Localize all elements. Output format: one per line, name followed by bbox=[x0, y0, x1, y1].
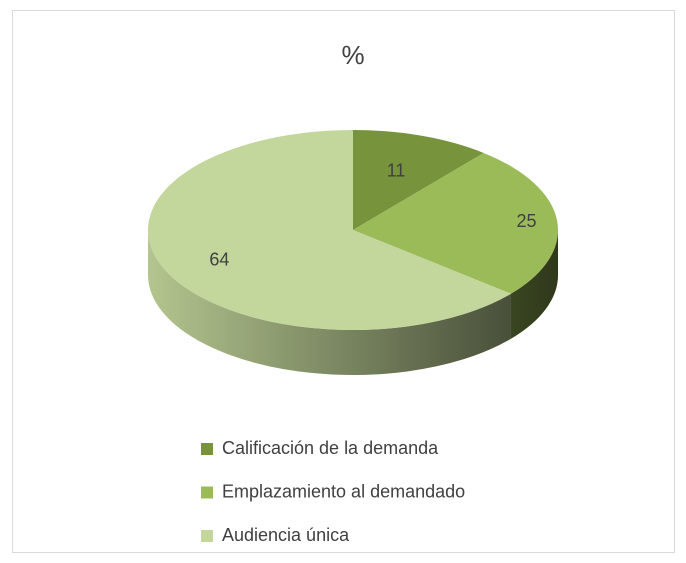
data-label: 25 bbox=[516, 211, 536, 231]
legend-swatch bbox=[201, 530, 213, 542]
pie-slice bbox=[147, 130, 511, 331]
pie-slice bbox=[353, 130, 484, 230]
side-shade bbox=[510, 230, 558, 339]
legend-label: Calificación de la demanda bbox=[222, 438, 439, 458]
data-label: 64 bbox=[209, 249, 229, 269]
pie-slice bbox=[353, 152, 558, 294]
chart-title: % bbox=[341, 40, 364, 70]
legend-swatch bbox=[201, 443, 213, 455]
legend-swatch bbox=[201, 486, 213, 499]
legend-label: Emplazamiento al demandado bbox=[222, 481, 465, 501]
data-label: 11 bbox=[387, 160, 406, 180]
legend-label: Audiencia única bbox=[222, 525, 350, 545]
side-shade bbox=[148, 230, 511, 375]
